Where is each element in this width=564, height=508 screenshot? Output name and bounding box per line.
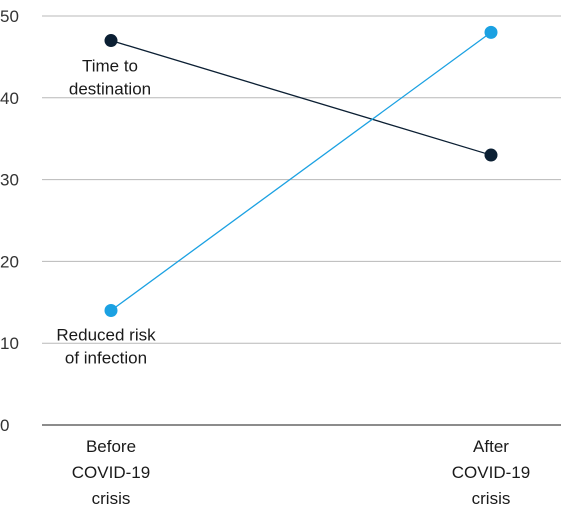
y-tick-label-10: 10 <box>0 334 19 353</box>
y-axis-ticks: 0 10 20 30 40 50 <box>0 7 19 435</box>
series-label-0-line-0: Time to <box>82 57 138 76</box>
x-category-1-line-2: crisis <box>472 489 511 508</box>
series-lines <box>110 31 492 312</box>
x-category-1-line-0: After <box>473 437 509 456</box>
series-1-point-1 <box>484 25 498 39</box>
x-category-0-line-2: crisis <box>92 489 131 508</box>
series-label-1-line-0: Reduced risk <box>56 325 156 344</box>
x-category-0-line-0: Before <box>86 437 136 456</box>
x-category-0-line-1: COVID-19 <box>72 463 150 482</box>
x-axis-categories: Before COVID-19 crisis After COVID-19 crisis <box>72 437 530 508</box>
series-label-1-line-1: of infection <box>65 348 147 367</box>
series-0-point-1 <box>484 148 498 162</box>
y-tick-label-40: 40 <box>0 89 19 108</box>
series-0-point-0 <box>104 34 118 48</box>
y-tick-label-30: 30 <box>0 171 19 190</box>
y-tick-label-20: 20 <box>0 252 19 271</box>
series-1-point-0 <box>104 303 118 317</box>
x-category-1-line-1: COVID-19 <box>452 463 530 482</box>
series-line-1 <box>110 31 492 312</box>
x-category-label-1: After COVID-19 crisis <box>452 437 530 508</box>
series-label-0: Time to destination <box>69 57 151 99</box>
series-points <box>104 25 498 317</box>
series-label-0-line-1: destination <box>69 80 151 99</box>
y-tick-label-0: 0 <box>0 416 9 435</box>
series-label-1: Reduced risk of infection <box>56 325 156 367</box>
series-annotations: Time to destination Reduced risk of infecti… <box>56 57 156 368</box>
series-line-0 <box>110 39 492 156</box>
x-category-label-0: Before COVID-19 crisis <box>72 437 150 508</box>
y-tick-label-50: 50 <box>0 7 19 26</box>
